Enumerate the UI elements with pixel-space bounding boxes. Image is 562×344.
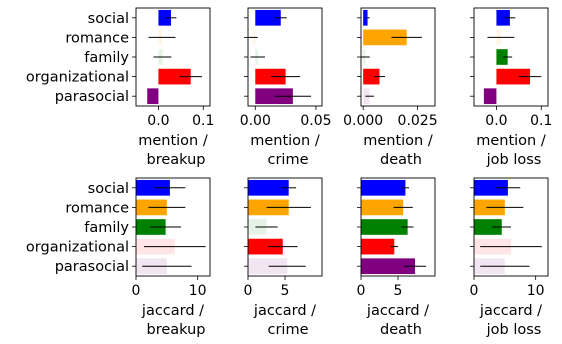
panel-mention-0: social romance family organizational parasoc… [26, 7, 214, 168]
bar-parasocial [361, 258, 416, 275]
x-axis-label: jaccard / [479, 303, 542, 319]
x-axis-label: mention / [250, 133, 320, 149]
axes-frame [135, 7, 211, 107]
x-tick-label: 0 [244, 283, 253, 299]
panel-jaccard-3: 0 10 jaccard / job loss [470, 177, 549, 338]
bar-social [158, 9, 171, 26]
bar-social [136, 179, 170, 196]
panel-jaccard-0: social romance family organizational parasoc… [26, 177, 211, 338]
panel-mention-1: 0.00 0.05 mention / crime [240, 7, 332, 168]
axes-frame [135, 177, 211, 277]
category-label-social: social [88, 181, 129, 197]
category-label-parasocial: parasocial [55, 259, 129, 275]
axes-frame [247, 7, 323, 107]
x-tick-label: 5 [281, 283, 290, 299]
x-tick-label: 0 [132, 283, 141, 299]
bar-organizational [496, 68, 531, 85]
panel-mention-2: 0.000 0.025 mention / death [343, 7, 438, 168]
category-label-romance: romance [65, 200, 129, 216]
x-axis-label: crime [267, 152, 308, 168]
x-axis-label: mention / [138, 133, 208, 149]
category-label-organizational: organizational [26, 70, 129, 86]
x-tick-label: 0.025 [398, 113, 438, 129]
axes-frame [473, 7, 549, 107]
bar-family [361, 219, 408, 235]
bar-social [474, 179, 508, 196]
x-tick-label: 0.0 [485, 113, 507, 129]
axes-frame [360, 7, 436, 107]
panel-jaccard-2: 0 5 jaccard / death [357, 177, 436, 338]
x-axis-label: death [380, 152, 422, 168]
bar-parasocial [483, 88, 497, 105]
x-axis-label: jaccard / [141, 303, 204, 319]
category-label-family: family [84, 220, 129, 236]
x-tick-label: 0.05 [300, 113, 331, 129]
category-label-organizational: organizational [26, 240, 129, 256]
x-tick-label: 0.00 [240, 113, 271, 129]
bar-parasocial [255, 88, 293, 105]
x-tick-label: 0.0 [147, 113, 169, 129]
bar-organizational [248, 238, 283, 255]
bar-parasocial [248, 258, 288, 275]
x-axis-label: mention / [476, 133, 546, 149]
bar-social [496, 9, 510, 26]
x-axis-label: crime [267, 322, 308, 338]
x-axis-label: breakup [147, 322, 206, 338]
panel-jaccard-1: 0 5 jaccard / crime [244, 177, 323, 338]
bar-organizational [363, 68, 380, 85]
bar-organizational [158, 68, 191, 85]
category-label-romance: romance [65, 30, 129, 46]
x-tick-label: 0.1 [530, 113, 552, 129]
x-tick-label: 0 [357, 283, 366, 299]
bar-social [361, 179, 406, 196]
x-tick-label: 0.1 [192, 113, 214, 129]
x-axis-label: jaccard / [366, 303, 429, 319]
category-label-family: family [84, 50, 129, 66]
x-tick-label: 10 [527, 283, 545, 299]
bar-family [496, 49, 508, 65]
bar-parasocial [147, 88, 159, 105]
x-tick-label: 5 [394, 283, 403, 299]
x-axis-label: death [380, 322, 422, 338]
x-tick-label: 0 [470, 283, 479, 299]
bar-social [248, 179, 289, 196]
bar-romance [361, 199, 404, 216]
x-axis-label: mention / [363, 133, 433, 149]
panel-mention-3: 0.0 0.1 mention / job loss [470, 7, 552, 168]
x-axis-label: job loss [486, 152, 542, 168]
bar-romance [363, 29, 407, 46]
x-tick-label: 10 [189, 283, 207, 299]
x-axis-label: breakup [147, 152, 206, 168]
bar-organizational [361, 238, 395, 255]
category-label-parasocial: parasocial [55, 89, 129, 105]
bar-social [255, 9, 281, 26]
bar-family [474, 219, 502, 235]
x-axis-label: job loss [486, 322, 542, 338]
axes-frame [473, 177, 549, 277]
category-label-social: social [88, 11, 129, 27]
bar-organizational [255, 68, 286, 85]
x-axis-label: jaccard / [253, 303, 316, 319]
x-tick-label: 0.000 [343, 113, 383, 129]
